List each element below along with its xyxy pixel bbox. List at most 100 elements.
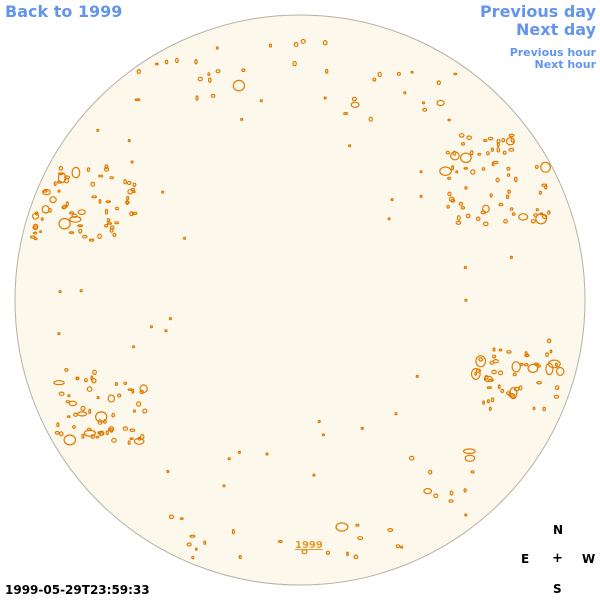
contour-mark-213	[65, 400, 71, 404]
contour-mark-36	[90, 181, 96, 187]
contour-mark-275	[423, 488, 433, 495]
contour-mark-241	[241, 68, 246, 73]
contour-mark-203	[83, 378, 88, 383]
contour-mark-321	[419, 194, 423, 198]
contour-mark-222	[54, 430, 60, 435]
contour-mark-197	[111, 437, 117, 443]
contour-mark-167	[508, 393, 515, 397]
contour-mark-165	[486, 399, 490, 404]
contour-mark-216	[127, 440, 131, 446]
contour-mark-14	[53, 181, 57, 187]
contour-mark-341	[57, 332, 61, 336]
contour-mark-259	[447, 118, 452, 122]
previous-hour-link[interactable]: Previous hour	[509, 46, 596, 59]
contour-mark-328	[323, 96, 327, 100]
contour-mark-256	[350, 101, 360, 109]
contour-mark-309	[317, 419, 321, 424]
contour-mark-255	[422, 107, 428, 112]
contour-mark-214	[133, 409, 137, 413]
contour-mark-158	[553, 394, 560, 399]
contour-mark-193	[63, 434, 77, 446]
contour-mark-227	[66, 415, 71, 419]
contour-mark-22	[64, 175, 71, 180]
contour-mark-238	[164, 59, 169, 65]
contour-mark-38	[125, 196, 130, 201]
contour-mark-246	[154, 62, 159, 66]
contour-mark-164	[474, 371, 478, 376]
next-day-link[interactable]: Next day	[516, 20, 596, 39]
compass-west: W	[582, 552, 596, 566]
contour-mark-305	[464, 298, 468, 302]
contour-mark-306	[259, 99, 263, 103]
contour-mark-0	[39, 230, 43, 234]
contour-mark-236	[88, 408, 92, 415]
contour-mark-330	[227, 457, 231, 461]
contour-mark-82	[513, 176, 518, 183]
contour-mark-37	[58, 217, 71, 230]
contour-mark-15	[91, 195, 98, 199]
contour-mark-142	[545, 362, 554, 376]
contour-mark-41	[48, 207, 52, 213]
contour-mark-319	[463, 265, 467, 270]
contour-mark-254	[436, 80, 441, 86]
year-link[interactable]: 1999	[295, 540, 323, 551]
contour-mark-102	[509, 207, 514, 211]
contour-mark-156	[484, 375, 489, 381]
contour-mark-26	[125, 200, 129, 206]
contour-mark-274	[408, 455, 415, 461]
contour-mark-243	[207, 72, 211, 76]
contour-mark-94	[530, 219, 536, 224]
contour-mark-283	[168, 514, 174, 520]
contour-mark-208	[94, 411, 108, 423]
contour-mark-297	[322, 40, 328, 46]
contour-mark-310	[96, 128, 100, 132]
contour-mark-215	[58, 431, 64, 437]
back-to-year-link[interactable]: Back to 1999	[5, 2, 123, 21]
contour-mark-34	[57, 172, 64, 176]
contour-mark-119	[505, 194, 510, 200]
contour-mark-332	[390, 198, 394, 202]
contour-mark-228	[105, 430, 109, 436]
contour-mark-147	[555, 366, 565, 376]
contour-mark-65	[88, 238, 95, 242]
contour-mark-324	[130, 160, 134, 164]
contour-mark-315	[419, 170, 423, 174]
contour-mark-153	[527, 363, 539, 373]
contour-mark-235	[58, 391, 65, 396]
contour-mark-314	[455, 170, 459, 174]
contour-mark-123	[508, 133, 515, 138]
contour-mark-53	[78, 228, 83, 234]
contour-mark-76	[460, 152, 472, 164]
contour-mark-172	[509, 387, 518, 400]
contour-mark-135	[492, 347, 496, 352]
contour-mark-71	[501, 137, 506, 143]
contour-mark-264	[377, 71, 382, 78]
contour-mark-242	[195, 95, 199, 101]
contour-mark-327	[321, 433, 325, 437]
contour-mark-23	[71, 166, 81, 179]
contour-mark-266	[463, 448, 476, 455]
contour-mark-344	[57, 189, 61, 193]
contour-mark-110	[496, 147, 501, 153]
contour-mark-326	[79, 289, 83, 293]
contour-mark-219	[129, 428, 136, 432]
next-hour-link[interactable]: Next hour	[534, 58, 597, 71]
contour-mark-292	[335, 522, 349, 532]
contour-mark-78	[463, 166, 469, 170]
contour-mark-343	[265, 452, 269, 456]
contour-mark-265	[410, 70, 414, 74]
contour-mark-339	[348, 144, 352, 148]
contour-mark-248	[174, 57, 179, 64]
contour-mark-95	[455, 220, 462, 225]
contour-mark-21	[32, 225, 39, 231]
contour-mark-191	[80, 405, 86, 411]
contour-mark-27	[97, 233, 102, 239]
contour-mark-101	[492, 160, 499, 165]
contour-mark-149	[470, 367, 481, 380]
contour-mark-336	[215, 46, 219, 50]
contour-mark-302	[421, 101, 426, 105]
previous-day-link[interactable]: Previous day	[479, 2, 596, 21]
contour-mark-293	[325, 550, 330, 556]
contour-mark-33	[61, 204, 68, 209]
